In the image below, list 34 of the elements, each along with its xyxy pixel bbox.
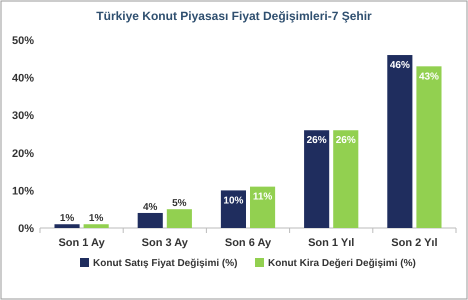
- legend-label: Konut Kira Değeri Değişimi (%): [268, 258, 416, 269]
- data-label: 46%: [390, 60, 410, 72]
- y-tick-label: 30%: [12, 110, 34, 122]
- bar: [84, 224, 109, 228]
- bar: [387, 55, 412, 228]
- y-tick-label: 40%: [12, 72, 34, 85]
- x-tick-label: Son 1 Yıl: [308, 237, 354, 249]
- y-tick-label: 0%: [18, 223, 34, 235]
- bar: [138, 212, 163, 228]
- chart-title: Türkiye Konut Piyasası Fiyat Değişimleri-7 Şehir: [96, 9, 372, 23]
- x-tick-label: Son 2 Yıl: [391, 237, 438, 249]
- y-tick-label: 50%: [12, 35, 34, 47]
- data-label: 10%: [223, 195, 244, 206]
- bar: [166, 209, 192, 228]
- data-label: 5%: [172, 198, 187, 210]
- data-label: 1%: [60, 213, 74, 224]
- x-tick-label: Son 3 Ay: [142, 237, 189, 249]
- bar: [416, 66, 442, 228]
- x-tick-label: Son 6 Ay: [224, 237, 272, 249]
- bar: [250, 186, 276, 228]
- data-label: 26%: [336, 135, 356, 146]
- bar: [220, 190, 246, 228]
- data-label: 26%: [306, 135, 327, 146]
- legend-label: Konut Satış Fiyat Değişimi (%): [93, 258, 238, 269]
- data-label: 4%: [143, 202, 158, 213]
- bar: [304, 130, 330, 228]
- data-label: 11%: [252, 192, 272, 203]
- data-label: 1%: [88, 213, 104, 224]
- data-label: 43%: [418, 71, 440, 82]
- y-tick-label: 20%: [12, 148, 34, 160]
- bar: [333, 130, 358, 228]
- x-tick-label: Son 1 Ay: [58, 237, 106, 249]
- y-tick-label: 10%: [12, 185, 34, 198]
- bar: [54, 224, 80, 228]
